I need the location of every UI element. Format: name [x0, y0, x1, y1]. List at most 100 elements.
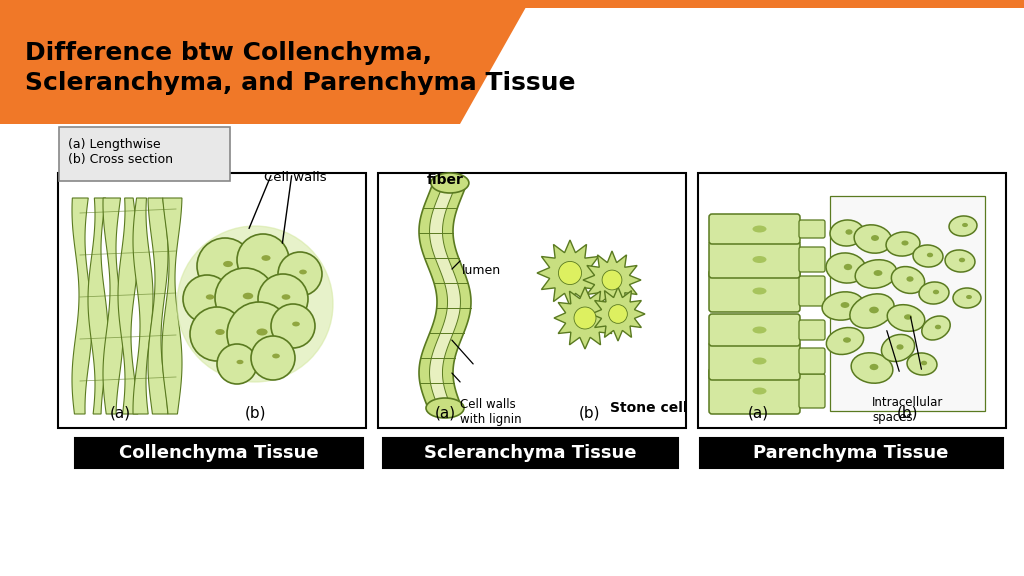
Polygon shape: [118, 198, 138, 414]
Ellipse shape: [927, 253, 933, 257]
FancyBboxPatch shape: [709, 214, 800, 244]
Circle shape: [574, 307, 596, 329]
Ellipse shape: [282, 294, 291, 300]
Circle shape: [217, 344, 257, 384]
Polygon shape: [0, 0, 530, 124]
Polygon shape: [419, 183, 471, 408]
Ellipse shape: [966, 295, 972, 299]
Circle shape: [558, 262, 582, 285]
FancyBboxPatch shape: [75, 438, 362, 468]
Polygon shape: [591, 287, 645, 341]
Text: (b): (b): [897, 406, 919, 421]
Text: Cell walls
with lignin: Cell walls with lignin: [460, 398, 521, 426]
Ellipse shape: [904, 314, 912, 320]
Ellipse shape: [896, 344, 903, 350]
Ellipse shape: [963, 223, 968, 227]
FancyBboxPatch shape: [59, 127, 230, 181]
Text: Cell walls: Cell walls: [264, 171, 327, 184]
Circle shape: [258, 274, 308, 324]
FancyBboxPatch shape: [799, 374, 825, 408]
Ellipse shape: [901, 241, 908, 245]
FancyBboxPatch shape: [0, 0, 1024, 8]
Ellipse shape: [922, 316, 950, 340]
Ellipse shape: [272, 354, 280, 358]
Ellipse shape: [873, 270, 883, 276]
Ellipse shape: [243, 293, 253, 300]
Ellipse shape: [237, 360, 244, 364]
Text: Stone cell: Stone cell: [610, 401, 687, 415]
Circle shape: [608, 305, 628, 323]
Ellipse shape: [953, 288, 981, 308]
Text: (b): (b): [245, 406, 266, 421]
Ellipse shape: [933, 290, 939, 294]
Ellipse shape: [292, 321, 300, 327]
Polygon shape: [103, 198, 123, 414]
Circle shape: [278, 252, 322, 296]
Ellipse shape: [826, 328, 863, 354]
Ellipse shape: [753, 388, 767, 395]
Ellipse shape: [223, 261, 232, 267]
FancyBboxPatch shape: [378, 173, 686, 428]
Polygon shape: [583, 251, 641, 309]
Ellipse shape: [921, 361, 927, 365]
Text: Parenchyma Tissue: Parenchyma Tissue: [754, 444, 948, 462]
Polygon shape: [133, 198, 153, 414]
Ellipse shape: [846, 229, 853, 235]
Ellipse shape: [830, 220, 864, 246]
Polygon shape: [72, 198, 92, 414]
FancyBboxPatch shape: [709, 314, 800, 346]
Circle shape: [271, 304, 315, 348]
Ellipse shape: [945, 250, 975, 272]
Polygon shape: [148, 198, 168, 414]
Ellipse shape: [753, 358, 767, 365]
Text: (a): (a): [748, 406, 769, 421]
Text: fiber: fiber: [427, 173, 464, 187]
Ellipse shape: [949, 216, 977, 236]
FancyBboxPatch shape: [830, 196, 985, 411]
Ellipse shape: [958, 257, 966, 262]
FancyBboxPatch shape: [799, 247, 825, 272]
Ellipse shape: [851, 353, 893, 383]
Circle shape: [237, 234, 289, 286]
FancyBboxPatch shape: [799, 220, 825, 238]
Circle shape: [251, 336, 295, 380]
Ellipse shape: [753, 225, 767, 233]
Circle shape: [183, 275, 231, 323]
Ellipse shape: [826, 253, 866, 283]
Ellipse shape: [753, 287, 767, 294]
FancyBboxPatch shape: [698, 173, 1006, 428]
Text: Collenchyma Tissue: Collenchyma Tissue: [119, 444, 318, 462]
Ellipse shape: [855, 260, 897, 288]
Ellipse shape: [843, 338, 851, 343]
Text: (a): (a): [434, 406, 456, 421]
Ellipse shape: [919, 282, 949, 304]
Ellipse shape: [869, 364, 879, 370]
FancyBboxPatch shape: [383, 438, 678, 468]
Ellipse shape: [871, 235, 879, 241]
Polygon shape: [429, 183, 461, 408]
Text: Difference btw Collenchyma,
Scleranchyma, and Parenchyma Tissue: Difference btw Collenchyma, Scleranchyma…: [25, 41, 575, 94]
FancyBboxPatch shape: [709, 368, 800, 414]
Circle shape: [215, 268, 275, 328]
Ellipse shape: [753, 256, 767, 263]
Ellipse shape: [891, 267, 925, 293]
Text: Scleranchyma Tissue: Scleranchyma Tissue: [424, 444, 636, 462]
Ellipse shape: [886, 232, 920, 256]
Ellipse shape: [869, 306, 879, 313]
Ellipse shape: [261, 255, 270, 261]
Ellipse shape: [299, 270, 307, 274]
Ellipse shape: [841, 302, 850, 308]
Circle shape: [197, 238, 253, 294]
Ellipse shape: [907, 353, 937, 375]
Text: (a): (a): [110, 406, 131, 421]
Ellipse shape: [850, 294, 894, 328]
Ellipse shape: [426, 398, 464, 418]
Ellipse shape: [935, 325, 941, 329]
Polygon shape: [88, 198, 108, 414]
Ellipse shape: [256, 328, 267, 335]
FancyBboxPatch shape: [799, 348, 825, 374]
FancyBboxPatch shape: [709, 342, 800, 380]
FancyBboxPatch shape: [709, 270, 800, 312]
Ellipse shape: [206, 294, 214, 300]
Circle shape: [190, 307, 244, 361]
